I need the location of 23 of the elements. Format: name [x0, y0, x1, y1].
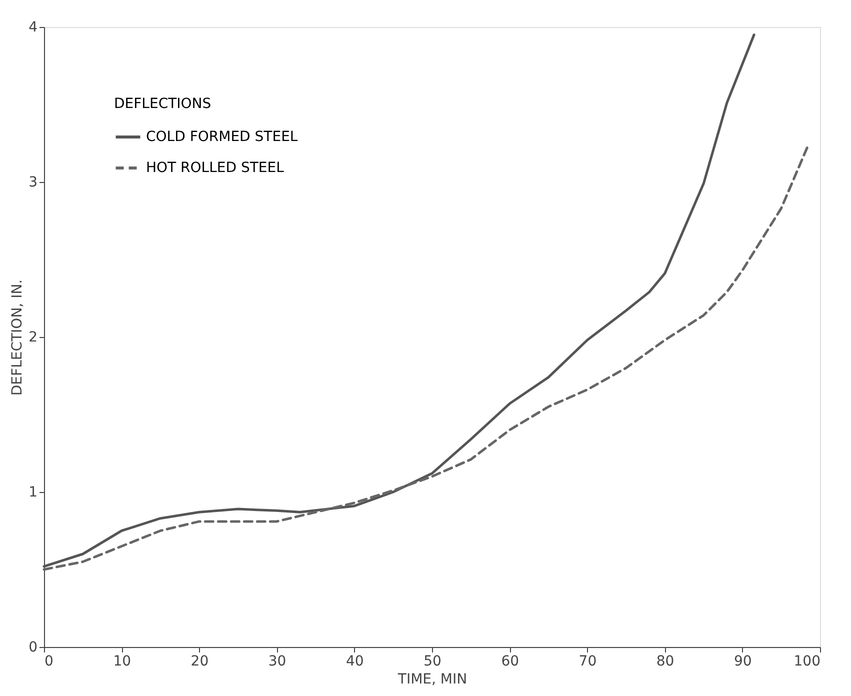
- line-series: [42, 144, 810, 571]
- legend-label: COLD FORMED STEEL: [146, 129, 298, 145]
- x-tick-label: 20: [190, 654, 209, 670]
- x-tick-label: 50: [424, 654, 442, 670]
- y-tick-label: 2: [28, 330, 38, 346]
- y-tick-label: 4: [28, 20, 38, 36]
- y-tick-label: 0: [28, 640, 38, 656]
- x-tick-label: 60: [501, 654, 520, 670]
- legend-title: DEFLECTIONS: [114, 96, 212, 112]
- x-tick-label: 80: [656, 654, 674, 670]
- x-tick-label: 10: [113, 654, 132, 670]
- line-series: [42, 34, 756, 568]
- y-tick-label: 3: [28, 174, 38, 190]
- y-axis-title: DEFLECTION, IN.: [10, 279, 26, 396]
- y-tick-label: 1: [28, 484, 38, 500]
- x-tick-label: 0: [44, 654, 54, 670]
- x-tick-label: 100: [794, 654, 820, 670]
- x-tick-label: 90: [734, 654, 752, 670]
- x-tick-label: 30: [268, 654, 286, 670]
- x-tick-label: 70: [578, 654, 597, 670]
- legend-label: HOT ROLLED STEEL: [146, 160, 284, 176]
- x-axis-title: TIME, MIN: [396, 672, 468, 688]
- x-tick-label: 40: [346, 654, 364, 670]
